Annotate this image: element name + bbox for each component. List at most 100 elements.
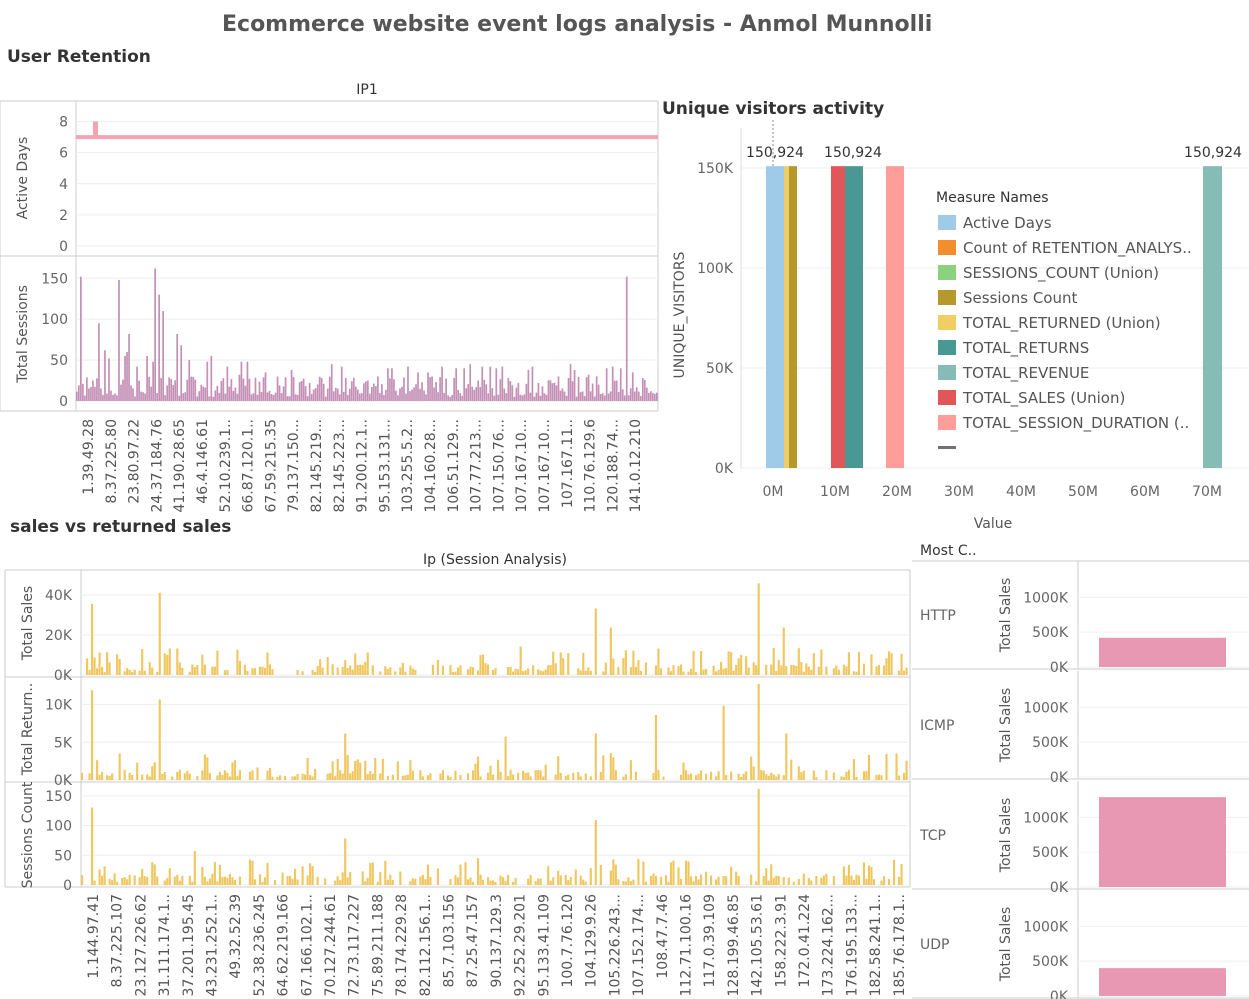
total-sessions-bar[interactable] — [469, 364, 472, 401]
total-sessions-bar[interactable] — [643, 379, 646, 401]
total-sales-bar[interactable] — [404, 671, 407, 675]
total-sales-bar[interactable] — [577, 668, 580, 675]
total-returns-bar[interactable] — [476, 756, 480, 780]
retention-chart[interactable]: IP1 Active Days Total Sessions 8 6 4 2 0 150… — [0, 76, 660, 512]
sessions-count-bar[interactable] — [637, 858, 640, 885]
total-sales-bar[interactable] — [882, 665, 886, 675]
total-sales-bar[interactable] — [702, 669, 705, 675]
total-sessions-bar[interactable] — [477, 380, 480, 401]
total-returns-bar[interactable] — [233, 760, 236, 780]
visitors-chart[interactable]: UNIQUE_VISITORS Value 150K 100K 50K 0K 0M 10… — [662, 120, 1249, 540]
total-returns-bar[interactable] — [208, 772, 211, 780]
total-sessions-bar[interactable] — [497, 394, 500, 401]
total-returns-bar[interactable] — [123, 769, 126, 780]
total-sessions-bar[interactable] — [513, 396, 516, 401]
sessions-count-bar[interactable] — [664, 875, 668, 885]
total-sales-bar[interactable] — [263, 667, 267, 675]
total-sales-bar[interactable] — [301, 671, 304, 675]
total-returns-bar[interactable] — [429, 773, 432, 780]
total-sessions-bar[interactable] — [403, 377, 405, 401]
sessions-count-bar[interactable] — [842, 866, 845, 885]
total-sales-bar[interactable] — [384, 666, 387, 675]
total-returns-bar[interactable] — [226, 772, 229, 780]
total-sessions-bar[interactable] — [228, 386, 231, 401]
total-returns-bar[interactable] — [98, 774, 101, 780]
sessions-count-bar[interactable] — [476, 858, 480, 885]
sessions-count-bar[interactable] — [689, 876, 693, 885]
total-sales-bar[interactable] — [268, 664, 272, 675]
total-sessions-bar[interactable] — [212, 396, 215, 401]
total-sales-bar[interactable] — [514, 668, 517, 675]
sessions-count-bar[interactable] — [730, 866, 733, 885]
total-sessions-bar[interactable] — [210, 356, 213, 401]
total-returns-bar[interactable] — [499, 771, 502, 780]
total-sessions-bar[interactable] — [338, 394, 341, 401]
total-sales-bar[interactable] — [725, 668, 728, 675]
sessions-count-bar[interactable] — [652, 873, 655, 885]
total-sessions-bar[interactable] — [433, 387, 435, 401]
sessions-count-bar[interactable] — [449, 879, 452, 885]
total-returns-bar[interactable] — [108, 775, 111, 780]
total-sales-bar[interactable] — [790, 664, 793, 675]
total-sales-bar[interactable] — [617, 666, 620, 675]
total-sales-bar[interactable] — [682, 671, 685, 675]
sessions-count-bar[interactable] — [557, 870, 560, 885]
sessions-count-bar[interactable] — [316, 876, 319, 885]
total-sales-bar[interactable] — [319, 659, 322, 675]
total-returns-bar[interactable] — [176, 771, 179, 780]
total-sales-bar[interactable] — [401, 662, 404, 675]
sessions-count-bar[interactable] — [191, 881, 194, 885]
total-returns-bar[interactable] — [497, 759, 500, 780]
total-sessions-bar[interactable] — [475, 387, 478, 401]
total-sales-bar[interactable] — [669, 671, 673, 675]
total-returns-bar[interactable] — [409, 760, 412, 780]
sessions-count-bar[interactable] — [489, 880, 492, 885]
sessions-count-bar[interactable] — [294, 868, 297, 885]
total-sales-bar[interactable] — [887, 651, 891, 675]
total-returns-bar[interactable] — [529, 776, 532, 780]
total-sessions-bar[interactable] — [270, 394, 273, 401]
total-returns-bar[interactable] — [404, 775, 407, 780]
total-sessions-bar[interactable] — [533, 396, 536, 401]
total-returns-bar[interactable] — [296, 773, 299, 780]
sessions-count-bar[interactable] — [632, 879, 635, 885]
total-returns-bar[interactable] — [306, 758, 309, 780]
total-sales-bar[interactable] — [542, 671, 545, 675]
total-sessions-bar[interactable] — [473, 389, 476, 401]
sessions-count-bar[interactable] — [822, 875, 825, 885]
total-returns-bar[interactable] — [146, 774, 149, 780]
total-sales-bar[interactable] — [689, 668, 693, 675]
total-sales-bar[interactable] — [436, 660, 439, 675]
total-returns-bar[interactable] — [271, 776, 274, 780]
total-returns-bar[interactable] — [737, 773, 740, 780]
total-sales-bar[interactable] — [456, 667, 460, 675]
total-sessions-bar[interactable] — [280, 393, 283, 401]
sessions-count-bar[interactable] — [486, 877, 490, 885]
total-returns-bar[interactable] — [439, 773, 442, 780]
total-sessions-bar[interactable] — [625, 276, 628, 401]
total-returns-bar[interactable] — [740, 776, 743, 780]
total-returns-bar[interactable] — [329, 772, 332, 780]
sessions-count-bar[interactable] — [436, 868, 439, 885]
sessions-count-bar[interactable] — [266, 862, 269, 885]
total-sales-bar[interactable] — [88, 670, 91, 675]
sessions-count-bar[interactable] — [146, 876, 149, 885]
total-returns-bar[interactable] — [238, 770, 242, 780]
total-sessions-bar[interactable] — [204, 387, 207, 401]
total-sessions-bar[interactable] — [529, 392, 532, 401]
total-sales-bar[interactable] — [852, 671, 855, 675]
sessions-count-bar[interactable] — [782, 877, 785, 885]
total-sales-bar[interactable] — [902, 670, 906, 675]
sessions-count-bar[interactable] — [715, 879, 718, 885]
total-sessions-bar[interactable] — [340, 366, 343, 401]
total-sales-bar[interactable] — [609, 627, 612, 675]
sessions-count-bar[interactable] — [188, 875, 191, 885]
total-returns-bar[interactable] — [534, 770, 537, 780]
total-sales-bar[interactable] — [346, 668, 349, 675]
sessions-count-bar[interactable] — [770, 864, 773, 885]
total-returns-bar[interactable] — [354, 760, 357, 780]
total-returns-bar[interactable] — [218, 771, 221, 780]
total-sales-bar[interactable] — [905, 667, 908, 675]
total-sales-bar[interactable] — [469, 666, 472, 675]
total-returns-bar[interactable] — [905, 760, 908, 780]
